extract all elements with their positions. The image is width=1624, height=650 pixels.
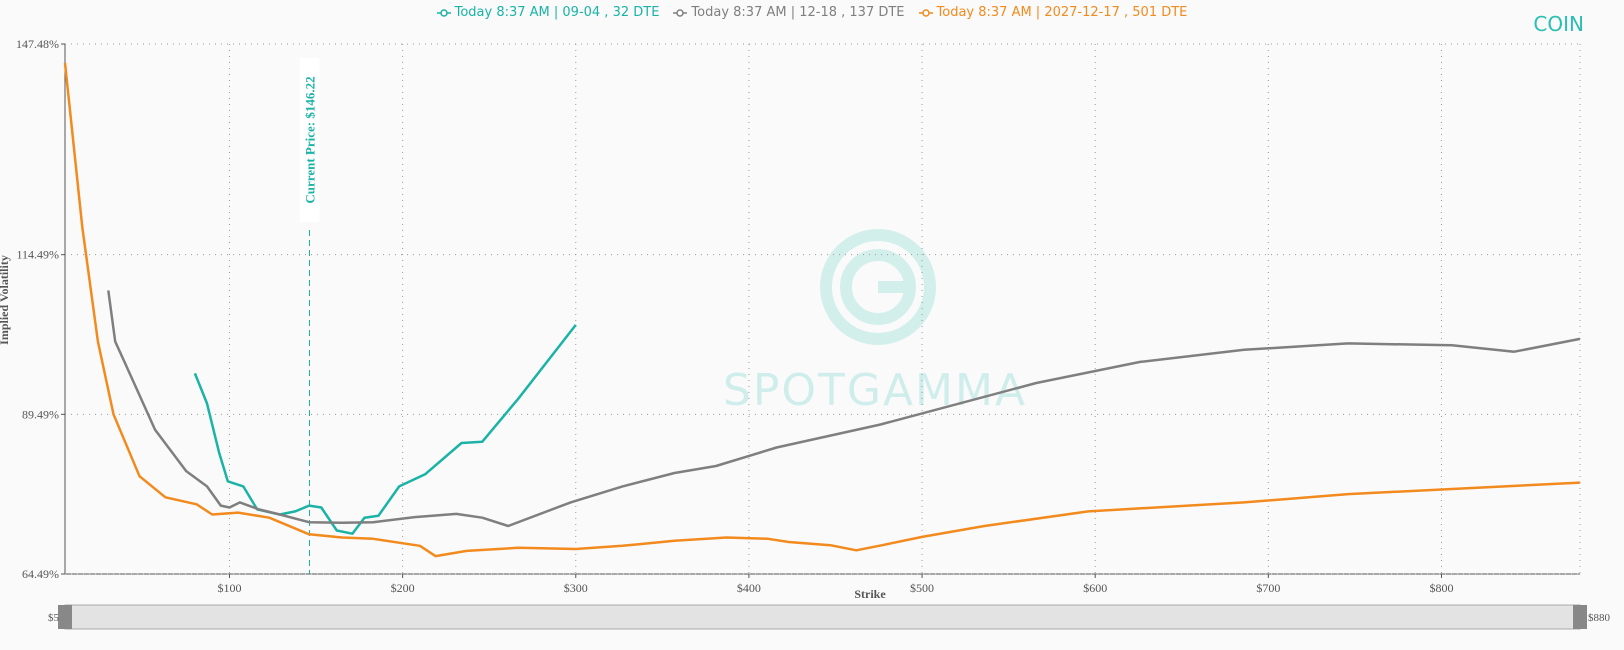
current-price-label: Current Price: $146.22 — [303, 76, 318, 203]
legend-item[interactable]: Today 8:37 AM | 2027-12-17 , 501 DTE — [918, 5, 1188, 20]
series-line — [107, 290, 1581, 528]
x-tick-label: $400 — [737, 581, 761, 595]
x-tick-label: $500 — [910, 581, 934, 595]
x-tick-label: $200 — [391, 581, 415, 595]
x-axis-label: Strike — [854, 587, 886, 601]
legend-icon — [918, 8, 933, 17]
legend-icon — [436, 8, 451, 17]
legend: Today 8:37 AM | 09-04 , 32 DTE Today 8:37… — [0, 5, 1624, 20]
legend-icon — [673, 8, 688, 17]
x-tick-label: $100 — [217, 581, 241, 595]
symbol: COIN — [1533, 12, 1584, 36]
slider-handle[interactable] — [1573, 605, 1587, 629]
slider-handle[interactable] — [58, 605, 72, 629]
legend-label: Today 8:37 AM | 12-18 , 137 DTE — [691, 5, 905, 20]
series-line — [63, 62, 1581, 558]
y-tick-label: 64.49% — [22, 567, 59, 581]
legend-item[interactable]: Today 8:37 AM | 12-18 , 137 DTE — [673, 5, 905, 20]
legend-label: Today 8:37 AM | 09-04 , 32 DTE — [454, 5, 660, 20]
slider-min-label: $5 — [48, 612, 60, 624]
x-tick-label: $700 — [1256, 581, 1280, 595]
x-tick-label: $600 — [1083, 581, 1107, 595]
series-line — [193, 324, 577, 535]
x-tick-label: $800 — [1429, 581, 1453, 595]
watermark-text: SPOTGAMMA — [723, 365, 1027, 416]
legend-label: Today 8:37 AM | 2027-12-17 , 501 DTE — [936, 5, 1188, 20]
legend-item[interactable]: Today 8:37 AM | 09-04 , 32 DTE — [436, 5, 660, 20]
slider-track — [64, 604, 1581, 630]
y-tick-label: 89.49% — [22, 407, 59, 421]
x-tick-label: $300 — [564, 581, 588, 595]
y-tick-label: 147.48% — [16, 37, 59, 51]
y-axis-label: Implied Volatility — [0, 255, 11, 345]
y-tick-label: 114.49% — [16, 248, 59, 262]
slider-max-label: $880 — [1588, 612, 1611, 624]
current-price-label-bg — [299, 58, 320, 222]
watermark-logo — [820, 229, 936, 345]
